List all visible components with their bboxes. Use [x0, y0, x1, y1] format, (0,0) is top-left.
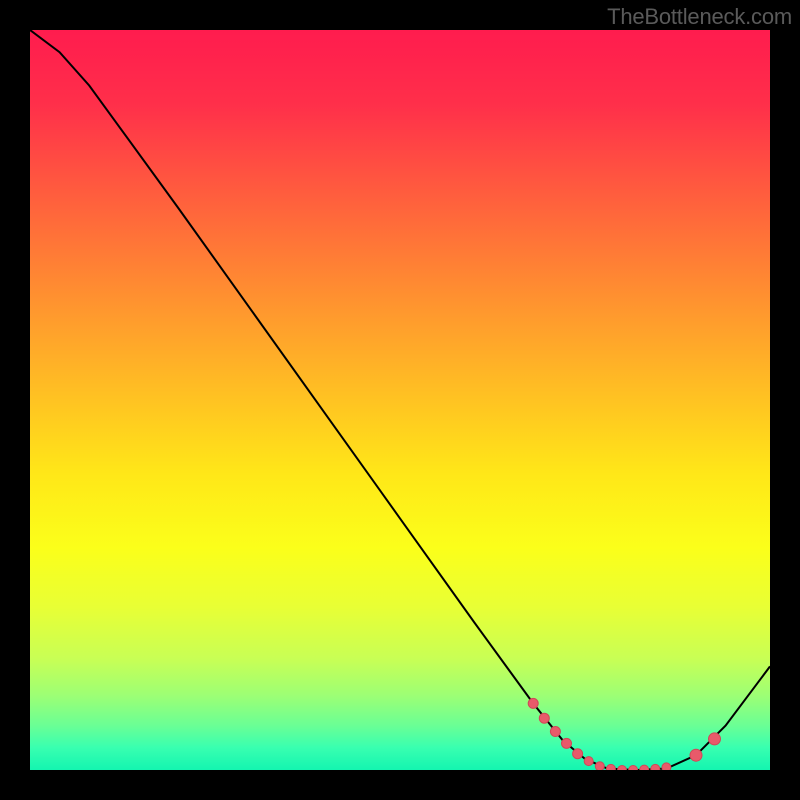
curve-marker [595, 762, 604, 770]
curve-marker [584, 757, 593, 766]
curve-marker [606, 764, 615, 770]
curve-marker [651, 764, 660, 770]
bottleneck-curve [30, 30, 770, 770]
curve-marker [662, 763, 671, 770]
curve-marker [573, 749, 583, 759]
curve-marker [618, 766, 627, 771]
curve-marker [640, 765, 649, 770]
curve-marker [539, 713, 549, 723]
curve-marker [709, 733, 721, 745]
watermark-text: TheBottleneck.com [607, 4, 792, 30]
curve-marker [690, 749, 702, 761]
curve-line [30, 30, 770, 770]
curve-marker [629, 766, 638, 771]
curve-marker [550, 727, 560, 737]
curve-markers [528, 698, 720, 770]
plot-area [30, 30, 770, 770]
curve-marker [562, 738, 572, 748]
curve-marker [528, 698, 538, 708]
